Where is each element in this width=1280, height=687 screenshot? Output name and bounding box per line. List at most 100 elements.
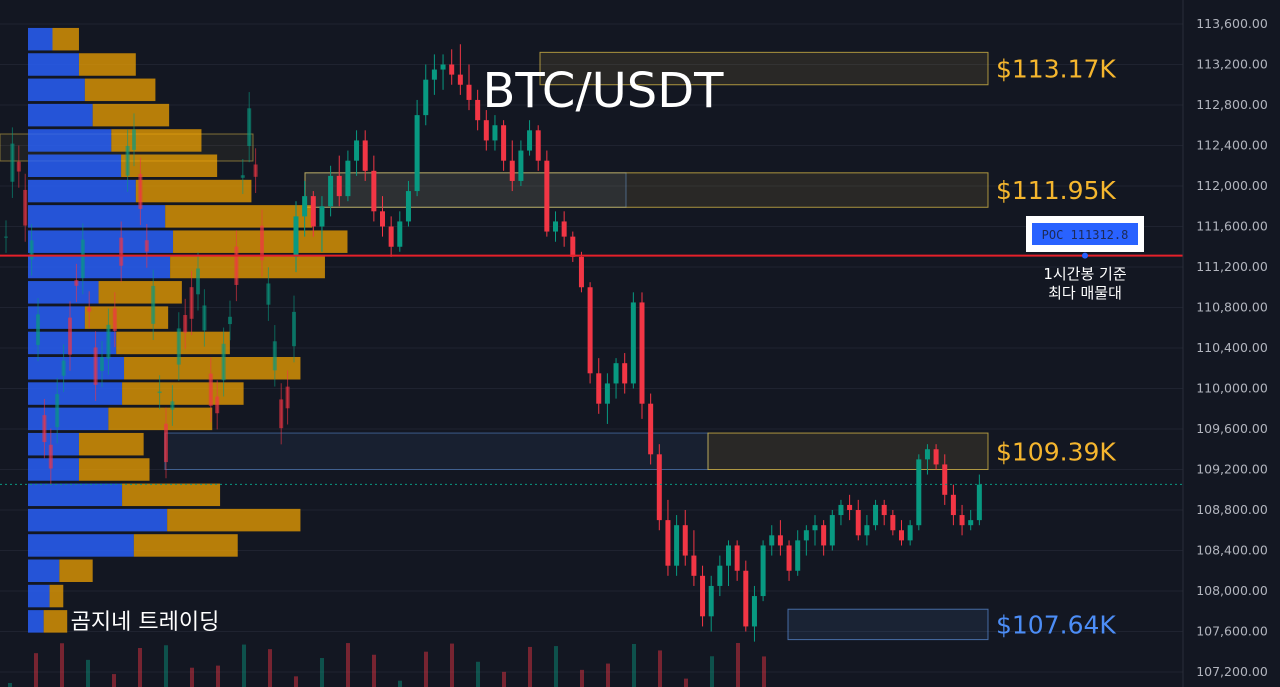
candle-body (371, 170, 377, 212)
poc-anchor-dot (1082, 252, 1088, 259)
volume-profile-buy-bar (28, 407, 109, 431)
background-candle-body (202, 305, 207, 331)
candle-body (812, 525, 818, 531)
poc-note-line: 최다 매물대 (1048, 284, 1122, 302)
volume-bar (684, 678, 688, 687)
candle-body (362, 140, 368, 171)
candle-body (345, 160, 351, 197)
background-candle-body (119, 237, 124, 266)
background-candle-body (285, 386, 290, 409)
price-zone-label: $111.95K (996, 176, 1116, 205)
background-candle-body (55, 394, 60, 428)
volume-bar (86, 659, 90, 687)
background-candle-body (23, 189, 28, 226)
background-candle-body (189, 287, 194, 319)
volume-bar (138, 647, 142, 687)
candle-body (959, 515, 965, 526)
volume-profile-buy-bar (28, 382, 123, 405)
volume-profile-sell-bar (116, 331, 230, 355)
volume-bar (294, 676, 298, 687)
volume-profile-buy-bar (28, 458, 79, 481)
liquidity-box (304, 172, 627, 208)
volume-bar (372, 654, 376, 687)
volume-profile-sell-bar (121, 154, 218, 177)
candle-body (354, 140, 360, 161)
background-candle-body (100, 357, 104, 371)
candle-body (596, 373, 602, 404)
volume-profile-buy-bar (28, 331, 117, 355)
volume-bar (8, 683, 12, 687)
background-candle-body (240, 175, 245, 178)
poc-box (1032, 223, 1138, 245)
candle-body (734, 545, 740, 571)
candle-body (907, 525, 913, 541)
volume-bar (710, 656, 714, 687)
background-candle-body (272, 341, 277, 371)
volume-profile-buy-bar (28, 154, 122, 177)
candle-body (630, 302, 636, 384)
candle-body (440, 64, 446, 70)
volume-profile-buy-bar (28, 534, 134, 557)
volume-profile-sell-bar (170, 255, 325, 279)
background-candle-body (29, 240, 34, 260)
candle-body (873, 504, 879, 526)
candle-body (604, 383, 610, 404)
price-tick-label: 109,600.00 (1196, 421, 1268, 436)
candle-body (665, 520, 671, 566)
volume-profile-sell-bar (43, 610, 68, 633)
background-candle-body (10, 143, 15, 182)
price-tick-label: 112,000.00 (1196, 178, 1268, 193)
candle-body (622, 363, 628, 384)
volume-profile-buy-bar (28, 205, 166, 228)
volume-bar (476, 661, 480, 687)
watermark-text: 곰지네 트레이딩 (71, 610, 220, 635)
background-candle-body (68, 317, 72, 355)
candle-body (639, 302, 645, 404)
background-candle-body (61, 360, 66, 376)
background-candle-body (170, 401, 175, 410)
candle-body (933, 449, 939, 465)
volume-profile-sell-bar (133, 534, 238, 557)
volume-profile-sell-bar (92, 103, 170, 127)
background-candle-body (151, 285, 156, 324)
candle-body (553, 221, 558, 232)
background-candle-body (196, 268, 200, 295)
volume-profile-sell-bar (165, 205, 313, 228)
volume-profile-sell-bar (84, 78, 156, 102)
candle-body (968, 520, 974, 526)
price-tick-label: 111,200.00 (1196, 259, 1268, 274)
volume-profile-buy-bar (28, 255, 171, 279)
candle-body (942, 464, 948, 495)
volume-profile-sell-bar (78, 458, 150, 481)
candle-body (509, 160, 515, 181)
background-candle-body (144, 240, 149, 252)
volume-bar (450, 643, 454, 687)
background-candle-body (16, 161, 21, 172)
chart-title: BTC/USDT (482, 63, 724, 119)
price-tick-label: 107,600.00 (1196, 624, 1268, 639)
poc-note-line: 1시간봉 기준 (1043, 265, 1127, 283)
volume-profile-buy-bar (28, 357, 125, 380)
candle-body (743, 570, 749, 627)
candle-body (786, 545, 792, 571)
price-tick-label: 112,800.00 (1196, 97, 1268, 112)
candle-body (449, 64, 455, 75)
volume-profile-sell-bar (135, 179, 252, 203)
background-candle-body (87, 307, 92, 312)
price-tick-label: 108,800.00 (1196, 502, 1268, 517)
candle-body (578, 256, 584, 288)
candle-body (777, 535, 783, 546)
candle-body (535, 130, 541, 161)
background-candle-body (36, 314, 40, 346)
price-zone-label: $109.39K (996, 437, 1116, 466)
candle-body (561, 221, 567, 237)
volume-profile-buy-bar (28, 584, 50, 608)
candle-body (674, 525, 680, 566)
candle-body (751, 596, 757, 627)
background-candle-body (266, 283, 271, 305)
volume-bar (34, 653, 38, 687)
volume-bar (190, 667, 194, 687)
candle-body (803, 530, 809, 541)
volume-profile-buy-bar (28, 230, 174, 253)
